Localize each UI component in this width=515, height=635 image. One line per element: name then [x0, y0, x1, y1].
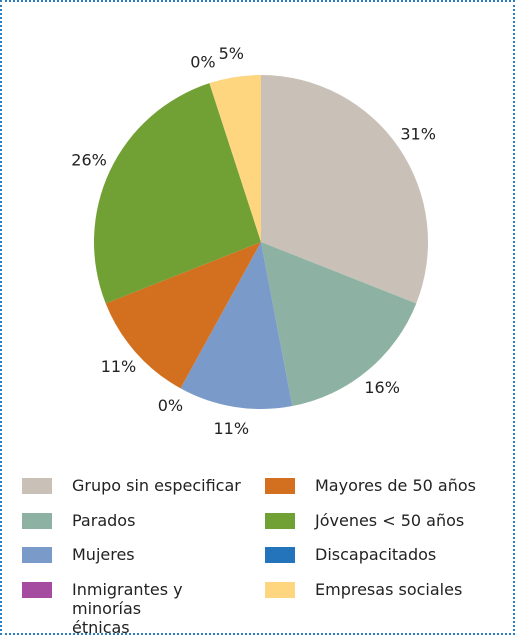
legend-label: Mayores de 50 años — [315, 476, 476, 495]
legend-item: Mujeres — [22, 545, 252, 564]
legend-label: Inmigrantes y minorías étnicas — [72, 579, 183, 635]
legend-item: Parados — [22, 511, 252, 530]
data-label: 0% — [158, 396, 183, 415]
pie-slice — [105, 242, 261, 389]
data-label: 0% — [190, 53, 215, 72]
data-label: 11% — [213, 419, 249, 438]
pie-slice — [93, 83, 261, 304]
pie-slice — [209, 83, 261, 243]
legend-item: Jóvenes < 50 años — [265, 511, 495, 530]
pie-slice — [180, 242, 293, 409]
legend-swatch — [265, 478, 295, 494]
pie-slice — [261, 242, 417, 407]
legend-label: Empresas sociales — [315, 579, 463, 599]
legend-label: Parados — [72, 510, 136, 530]
data-label: 31% — [400, 125, 436, 144]
legend-swatch — [265, 547, 295, 563]
data-label: 11% — [101, 357, 137, 376]
legend-item: Inmigrantes y minorías étnicas — [22, 579, 202, 635]
data-label: 26% — [71, 151, 107, 170]
legend-item: Mayores de 50 años — [265, 476, 495, 495]
pie-slice — [261, 75, 428, 304]
legend-swatch — [265, 581, 295, 598]
pie-chart: 31%16%11%0%11%26%0% 5% — [71, 44, 436, 438]
data-label: 5% — [219, 44, 244, 63]
data-label: 16% — [364, 378, 400, 397]
legend-item: Discapacitados — [265, 545, 495, 564]
legend-label: Discapacitados — [315, 545, 437, 564]
legend-swatch — [22, 581, 52, 598]
legend-swatch — [22, 478, 52, 494]
legend-swatch — [22, 547, 52, 563]
legend-label: Mujeres — [72, 545, 135, 564]
legend-label: Grupo sin especificar — [72, 476, 241, 495]
legend-label: Jóvenes < 50 años — [315, 510, 465, 530]
legend-item: Empresas sociales — [265, 580, 495, 599]
legend-swatch — [265, 512, 295, 529]
pie-slice — [209, 75, 261, 242]
legend-item: Grupo sin especificar — [22, 476, 252, 495]
legend-swatch — [22, 512, 52, 529]
